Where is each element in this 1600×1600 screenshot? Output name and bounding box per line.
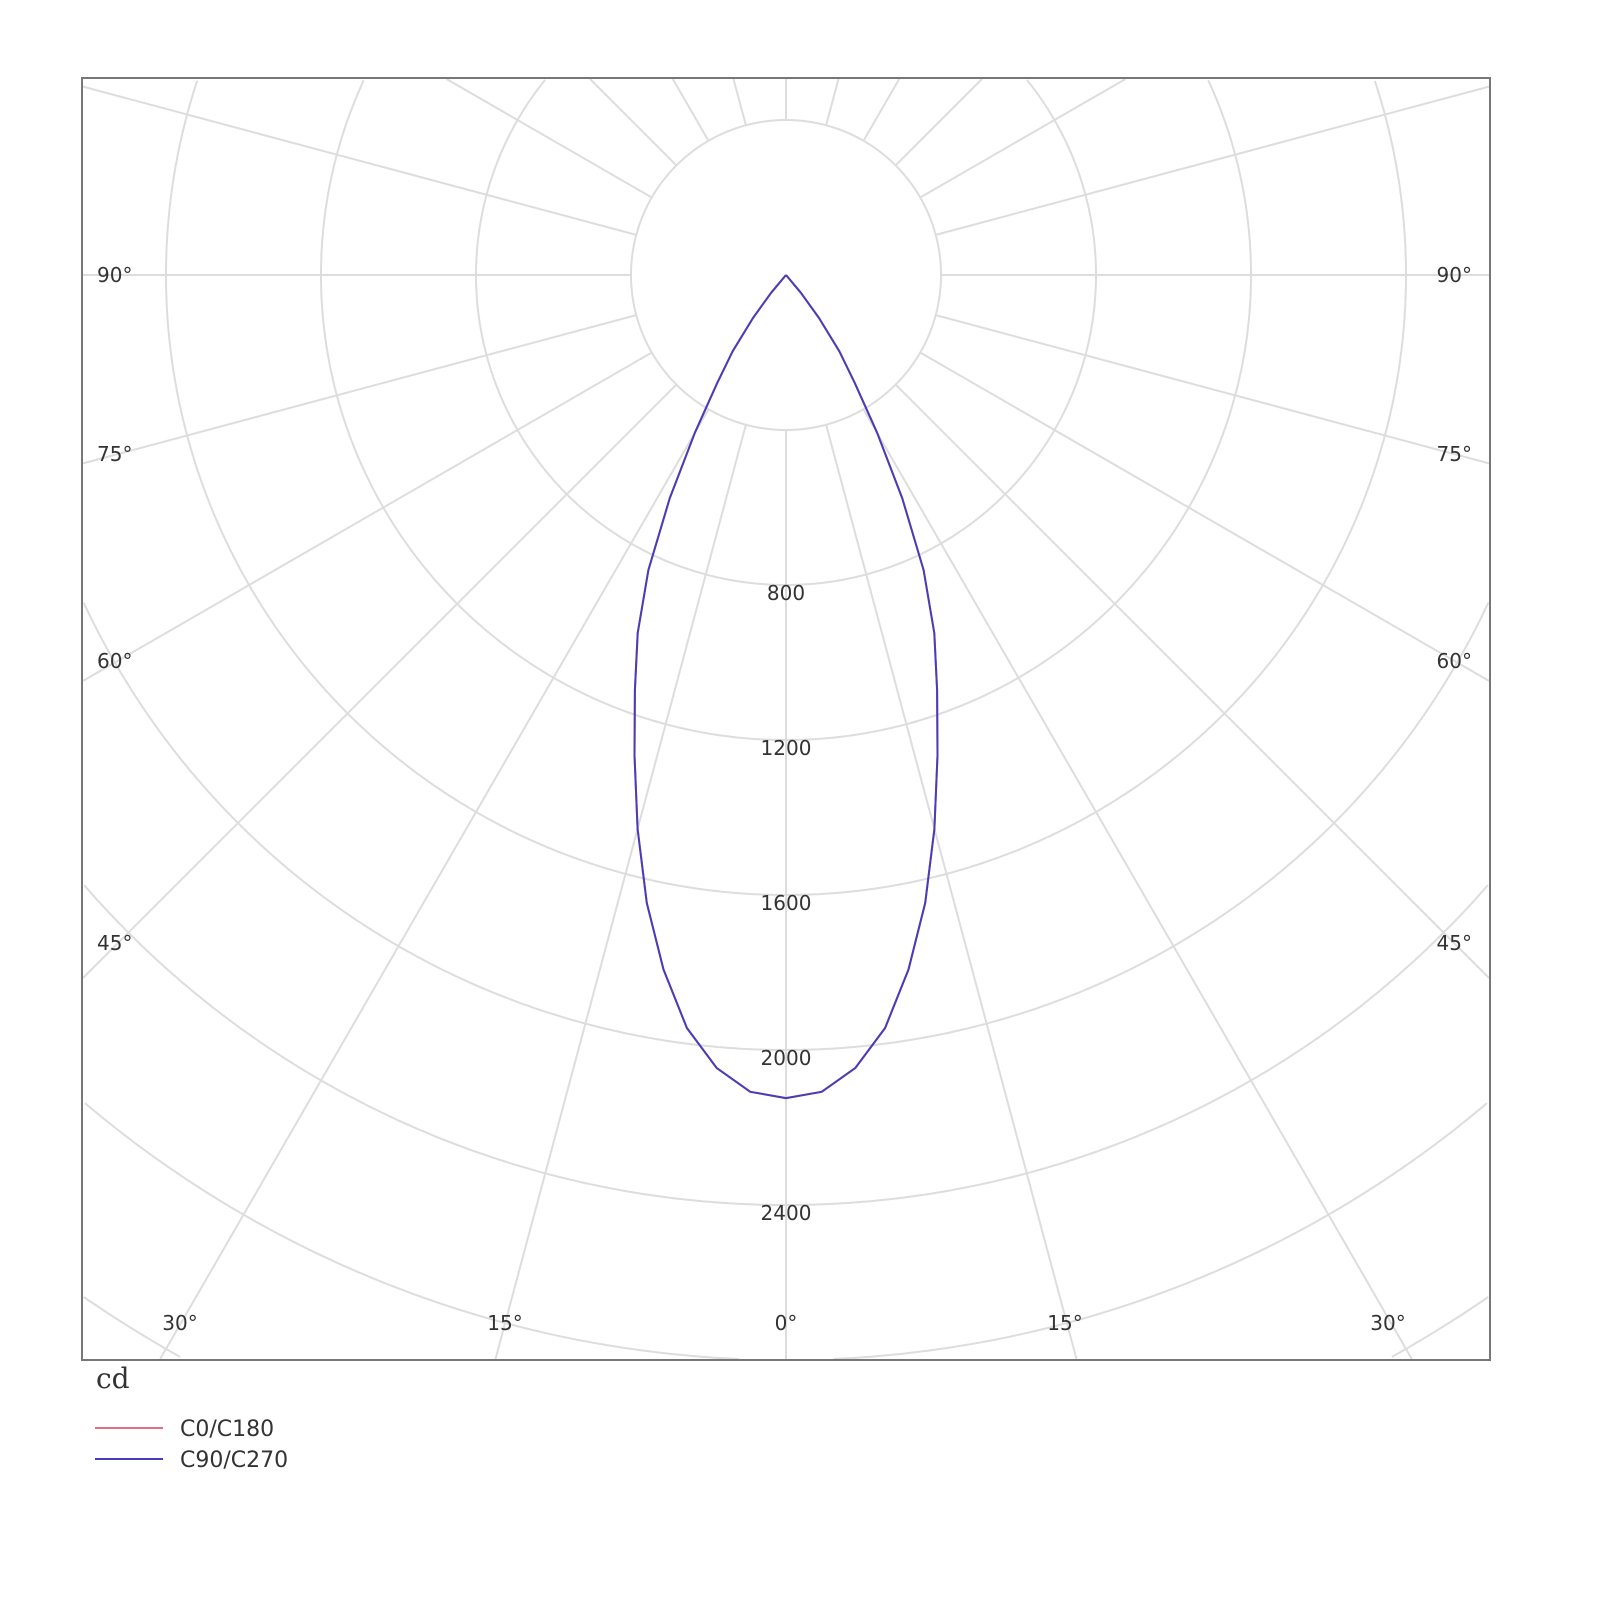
angle-tick-label: 75° (1437, 442, 1472, 466)
grid-spoke (894, 383, 1490, 979)
grid-spoke (82, 314, 637, 465)
grid-spoke (935, 85, 1490, 236)
grid-spoke (671, 78, 710, 142)
grid-spoke (732, 78, 747, 126)
grid-circle (786, 884, 1489, 1206)
grid-circle (84, 1102, 739, 1360)
grid-spoke (919, 351, 1490, 682)
grid-spoke (82, 351, 653, 682)
grid-circle (833, 1102, 1488, 1360)
grid-circle (83, 884, 786, 1206)
grid-circle (786, 79, 1252, 741)
angle-tick-label: 15° (487, 1311, 522, 1335)
radial-tick-label: 2400 (761, 1201, 812, 1225)
tick-labels: 800 1200 1600 2000 2400 30° 15° 0° 15° 30° 90° 75° 6… (97, 263, 1472, 1335)
radial-tick-label: 800 (767, 581, 805, 605)
angle-tick-label: 0° (775, 1311, 798, 1335)
curves (633, 274, 939, 1100)
legend-label-c90: C90/C270 (180, 1448, 288, 1473)
plot-frame (81, 77, 1491, 1361)
angle-tick-label: 15° (1047, 1311, 1082, 1335)
angle-tick-label: 90° (97, 263, 132, 287)
angle-tick-label: 30° (162, 1311, 197, 1335)
grid-spoke (919, 78, 1126, 199)
grid-spoke (82, 383, 678, 979)
grid-spoke (862, 78, 901, 142)
angle-tick-label: 45° (97, 931, 132, 955)
grid-spoke (494, 424, 747, 1360)
radial-tick-label: 1600 (761, 891, 812, 915)
grid-circle (475, 79, 786, 586)
grid-spoke (589, 78, 678, 167)
grid-spoke (159, 408, 710, 1360)
grid-circle (165, 80, 786, 896)
grid-circle (83, 1296, 181, 1358)
grid-circle (786, 79, 1097, 586)
angle-tick-label: 60° (1437, 649, 1472, 673)
grid-spoke (446, 78, 653, 199)
angle-tick-label: 45° (1437, 931, 1472, 955)
series-curve-1 (633, 274, 939, 1100)
grid-spoke (894, 78, 983, 167)
grid-circle (786, 602, 1490, 1051)
grid-spoke (935, 314, 1490, 465)
legend-label-c0: C0/C180 (180, 1417, 274, 1442)
radial-tick-label: 1200 (761, 736, 812, 760)
angle-tick-label: 60° (97, 649, 132, 673)
grid-circle (786, 80, 1407, 896)
grid-circle (82, 602, 786, 1051)
grid-circle (1391, 1296, 1489, 1358)
grid-spoke (862, 408, 1413, 1360)
angle-tick-label: 30° (1370, 1311, 1405, 1335)
unit-label: cd (96, 1362, 130, 1395)
angle-tick-label: 90° (1437, 263, 1472, 287)
grid-spoke (825, 78, 840, 126)
radial-tick-label: 2000 (761, 1046, 812, 1070)
grid-spoke (82, 85, 637, 236)
legend: C0/C180 C90/C270 (95, 1417, 288, 1473)
grid-spoke (825, 424, 1078, 1360)
grid (82, 78, 1490, 1360)
grid-circle (320, 79, 786, 741)
angle-tick-label: 75° (97, 442, 132, 466)
